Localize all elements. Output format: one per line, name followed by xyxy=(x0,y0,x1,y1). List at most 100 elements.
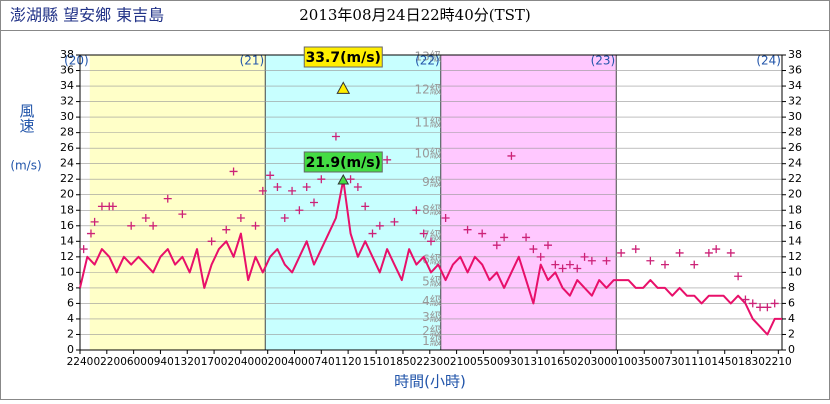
gust-marker xyxy=(544,241,552,250)
y-tick-label: 34 xyxy=(60,79,74,92)
gust-marker xyxy=(690,260,699,269)
gust-marker xyxy=(646,256,655,265)
y-tick-label: 8 xyxy=(67,281,74,294)
wind-line xyxy=(79,179,782,336)
gust-marker xyxy=(602,256,611,265)
y-tick-label: 14 xyxy=(60,234,74,247)
gust-marker xyxy=(741,295,750,304)
beaufort-label: 3級 xyxy=(422,310,442,324)
x-tick-label: 2030 xyxy=(577,356,604,368)
gust-marker xyxy=(149,221,158,230)
gust-marker xyxy=(661,260,669,269)
gust-marker xyxy=(331,132,340,141)
y2-tick-label: 6 xyxy=(788,296,795,309)
gust-marker xyxy=(302,182,311,191)
y2-tick-label: 26 xyxy=(788,141,802,154)
gust-marker xyxy=(763,303,772,312)
y-axis-label: 風速 xyxy=(18,103,36,134)
day-band xyxy=(265,55,441,350)
y2-tick-label: 24 xyxy=(788,157,802,170)
x-tick-label: 0010 xyxy=(604,356,631,368)
gust-marker xyxy=(529,245,538,254)
gust-marker xyxy=(726,248,735,257)
beaufort-label: 10級 xyxy=(414,146,441,160)
gust-marker xyxy=(368,229,377,238)
day-label: (24) xyxy=(756,54,781,68)
y2-tick-label: 18 xyxy=(788,203,802,216)
gust-marker xyxy=(79,245,88,254)
x-tick-label: 0930 xyxy=(497,356,524,368)
gust-marker xyxy=(273,182,282,191)
beaufort-label: 11級 xyxy=(414,115,441,129)
y-axis-unit: (m/s) xyxy=(10,159,41,173)
y2-tick-label: 4 xyxy=(788,312,795,325)
gust-marker xyxy=(712,245,721,254)
x-tick-label: 1510 xyxy=(363,356,390,368)
beaufort-label: 4級 xyxy=(422,294,442,308)
gust-marker xyxy=(631,245,640,254)
x-tick-label: 1700 xyxy=(201,356,228,368)
y2-tick-label: 30 xyxy=(788,110,802,123)
x-axis-label: 時間(小時) xyxy=(394,373,466,391)
gust-marker xyxy=(756,303,765,312)
beaufort-label: 9級 xyxy=(422,175,442,189)
x-tick-label: 0220 xyxy=(93,356,120,368)
gust-marker xyxy=(236,214,245,223)
gust-marker xyxy=(163,194,172,203)
beaufort-label: 2級 xyxy=(422,324,442,338)
gust-marker xyxy=(375,221,384,230)
gust-marker xyxy=(748,299,757,308)
y-tick-label: 24 xyxy=(60,157,74,170)
gust-marker xyxy=(492,241,501,250)
gust-marker xyxy=(617,248,626,257)
y-tick-label: 38 xyxy=(60,48,74,61)
y-tick-label: 18 xyxy=(60,203,74,216)
gust-marker xyxy=(675,248,684,257)
x-tick-label: 1320 xyxy=(174,356,201,368)
y2-tick-label: 8 xyxy=(788,281,795,294)
gust-marker xyxy=(587,256,596,265)
gust-marker xyxy=(522,233,531,242)
gust-marker xyxy=(310,198,318,207)
x-tick-label: 1450 xyxy=(711,356,738,368)
gust-marker xyxy=(565,260,574,269)
gust-marker xyxy=(258,186,267,195)
x-tick-label: 0350 xyxy=(631,356,658,368)
gust-marker xyxy=(536,252,545,261)
beaufort-label: 7級 xyxy=(422,229,442,243)
annotation-label: 21.9(m/s) xyxy=(306,155,381,171)
gust-marker xyxy=(86,229,95,238)
x-tick-label: 2230 xyxy=(416,356,443,368)
y-tick-label: 32 xyxy=(60,95,74,108)
gust-marker xyxy=(295,206,304,215)
gust-marker xyxy=(97,202,106,211)
y-tick-label: 4 xyxy=(67,312,74,325)
gust-marker xyxy=(390,217,399,226)
x-tick-label: 1120 xyxy=(335,356,362,368)
y2-tick-label: 12 xyxy=(788,250,802,263)
gust-marker xyxy=(551,260,560,269)
y2-tick-label: 14 xyxy=(788,234,802,247)
x-tick-label: 1310 xyxy=(524,356,551,368)
beaufort-label: 5級 xyxy=(422,274,442,288)
gust-marker xyxy=(108,202,117,211)
gust-marker xyxy=(383,155,392,164)
y-tick-label: 22 xyxy=(60,172,74,185)
day-label: (20) xyxy=(64,54,89,68)
chart-title: 澎湖縣 望安鄉 東吉島 xyxy=(10,6,164,25)
gust-marker xyxy=(141,214,150,223)
gust-marker xyxy=(580,252,589,261)
day-label: (22) xyxy=(415,54,440,68)
y2-tick-label: 20 xyxy=(788,188,802,201)
gust-marker xyxy=(280,214,289,223)
y-tick-label: 30 xyxy=(60,110,74,123)
gust-marker xyxy=(266,171,275,180)
y2-tick-label: 0 xyxy=(788,343,795,356)
annotation-box xyxy=(303,151,383,173)
day-label: (23) xyxy=(591,54,616,68)
gust-marker xyxy=(419,229,428,238)
gust-marker xyxy=(441,214,450,223)
gust-marker xyxy=(770,299,779,308)
y-tick-label: 16 xyxy=(60,219,74,232)
plot-border xyxy=(79,54,783,351)
